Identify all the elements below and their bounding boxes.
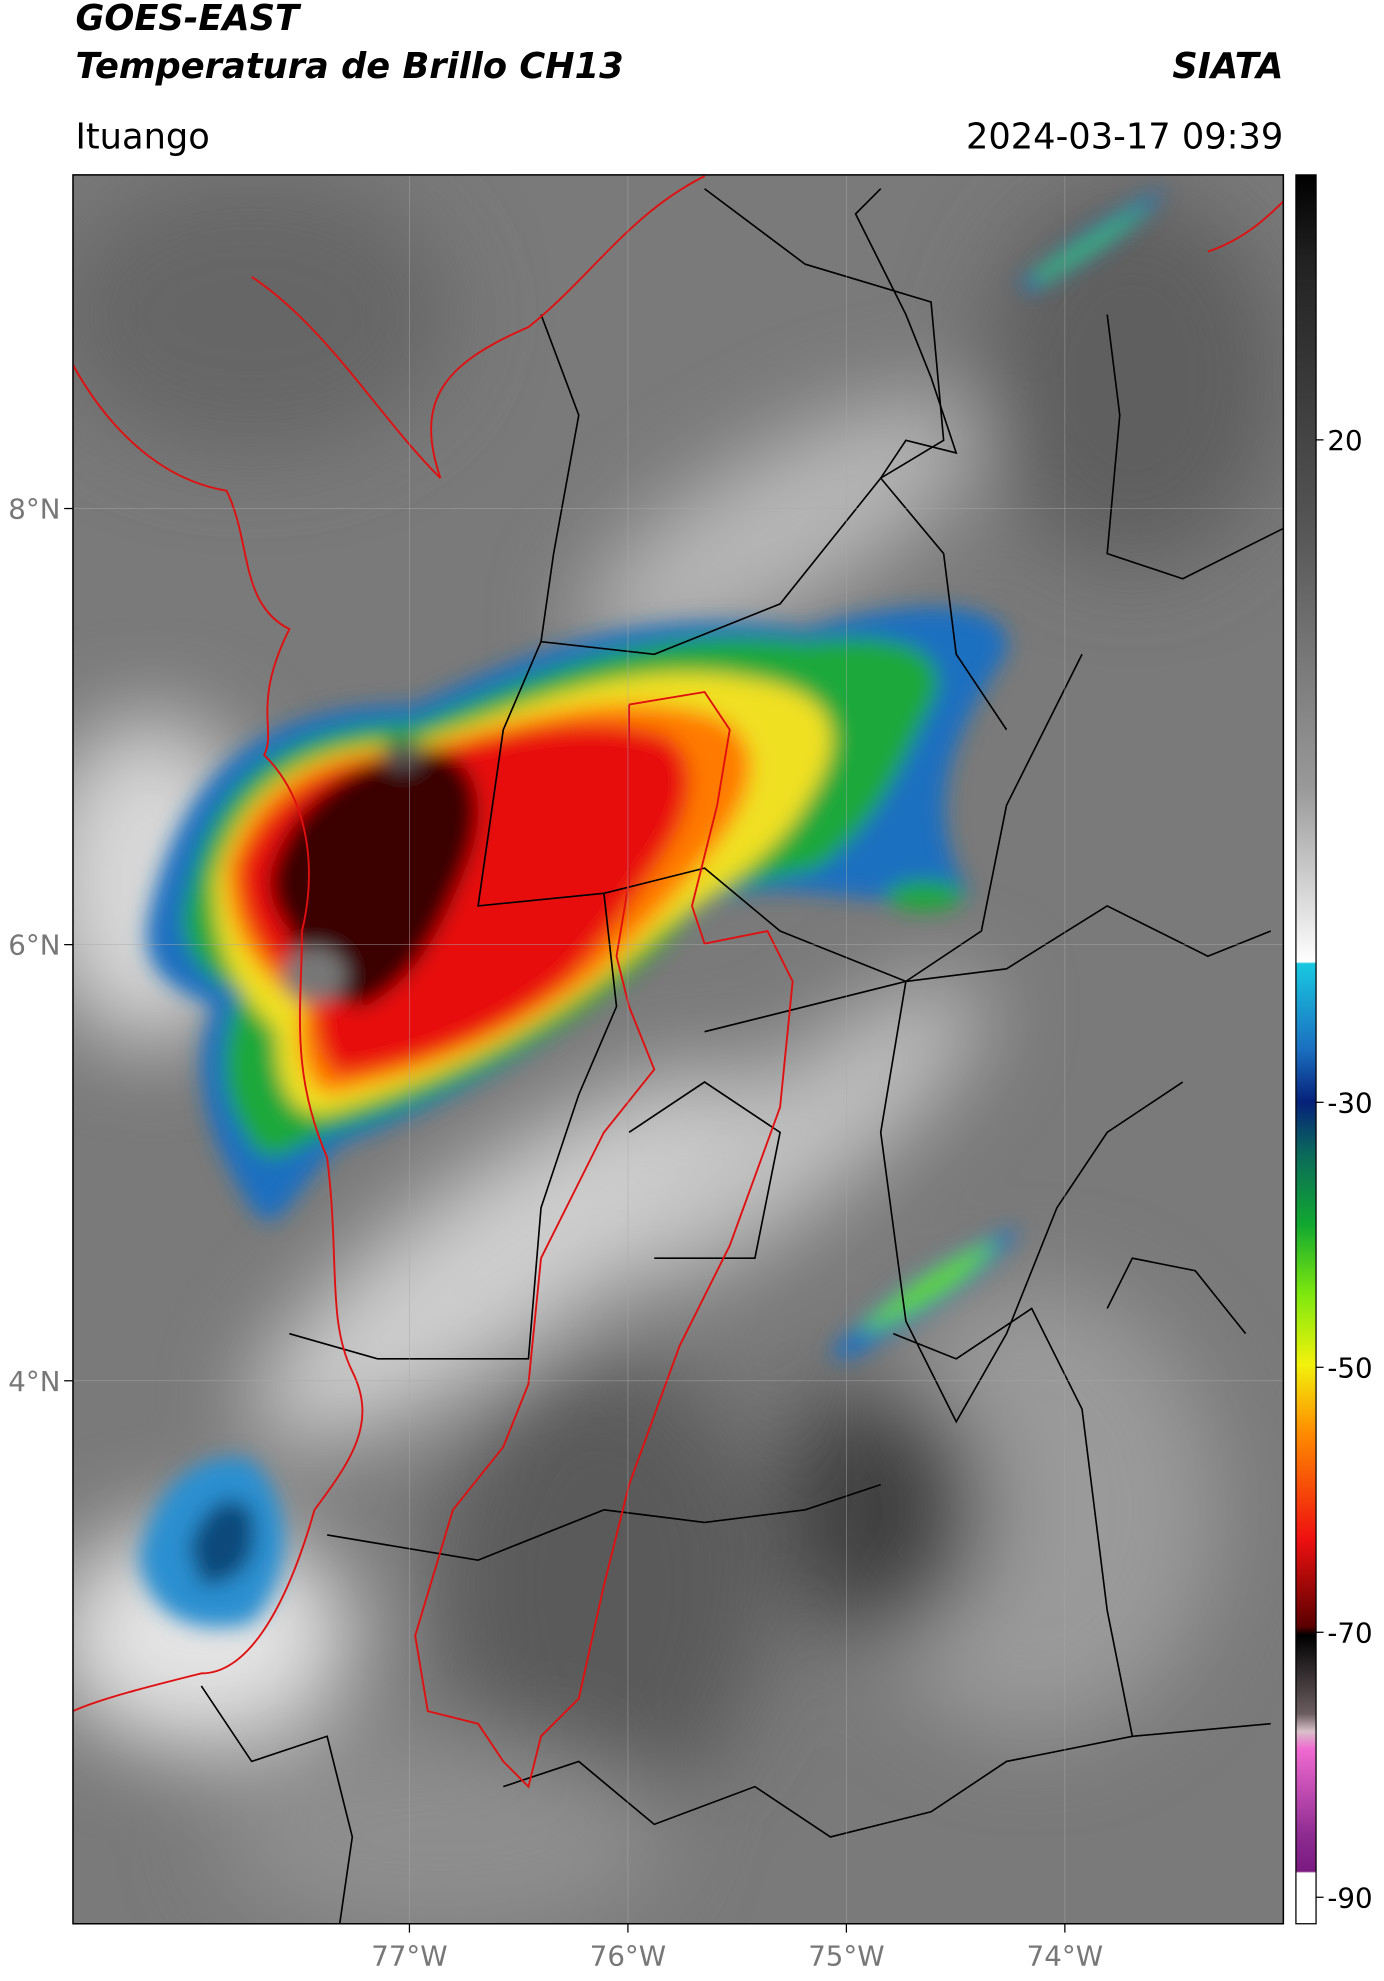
x-tick-label: 75°W [808,1939,884,1972]
y-tick-label: 8°N [8,493,60,526]
colorbar-tick-label: -70 [1327,1616,1372,1649]
region: Ituango [75,116,209,157]
subtitle: Temperatura de Brillo CH13 [75,46,623,87]
x-tick-label: 74°W [1027,1939,1103,1972]
coastline [72,175,1284,1789]
colorbar-tick-label: -30 [1327,1086,1372,1119]
colorbar-tick-label: -50 [1327,1351,1372,1384]
x-tick-label: 76°W [590,1939,666,1972]
y-tick-label: 4°N [8,1365,60,1398]
title: GOES-EAST [75,0,302,39]
colorbar-tick-label: -90 [1327,1881,1372,1914]
graticule [72,174,1284,1924]
x-tick-label: 77°W [371,1939,447,1972]
borders [200,188,1284,1924]
colorbar [1295,174,1317,1925]
map-frame [72,174,1285,1925]
map-image [72,174,1284,1924]
colorbar-tick-label: 20 [1327,424,1362,457]
timestamp: 2024-03-17 09:39 [966,116,1283,157]
source: SIATA [1172,46,1283,87]
y-tick-label: 6°N [8,929,60,962]
